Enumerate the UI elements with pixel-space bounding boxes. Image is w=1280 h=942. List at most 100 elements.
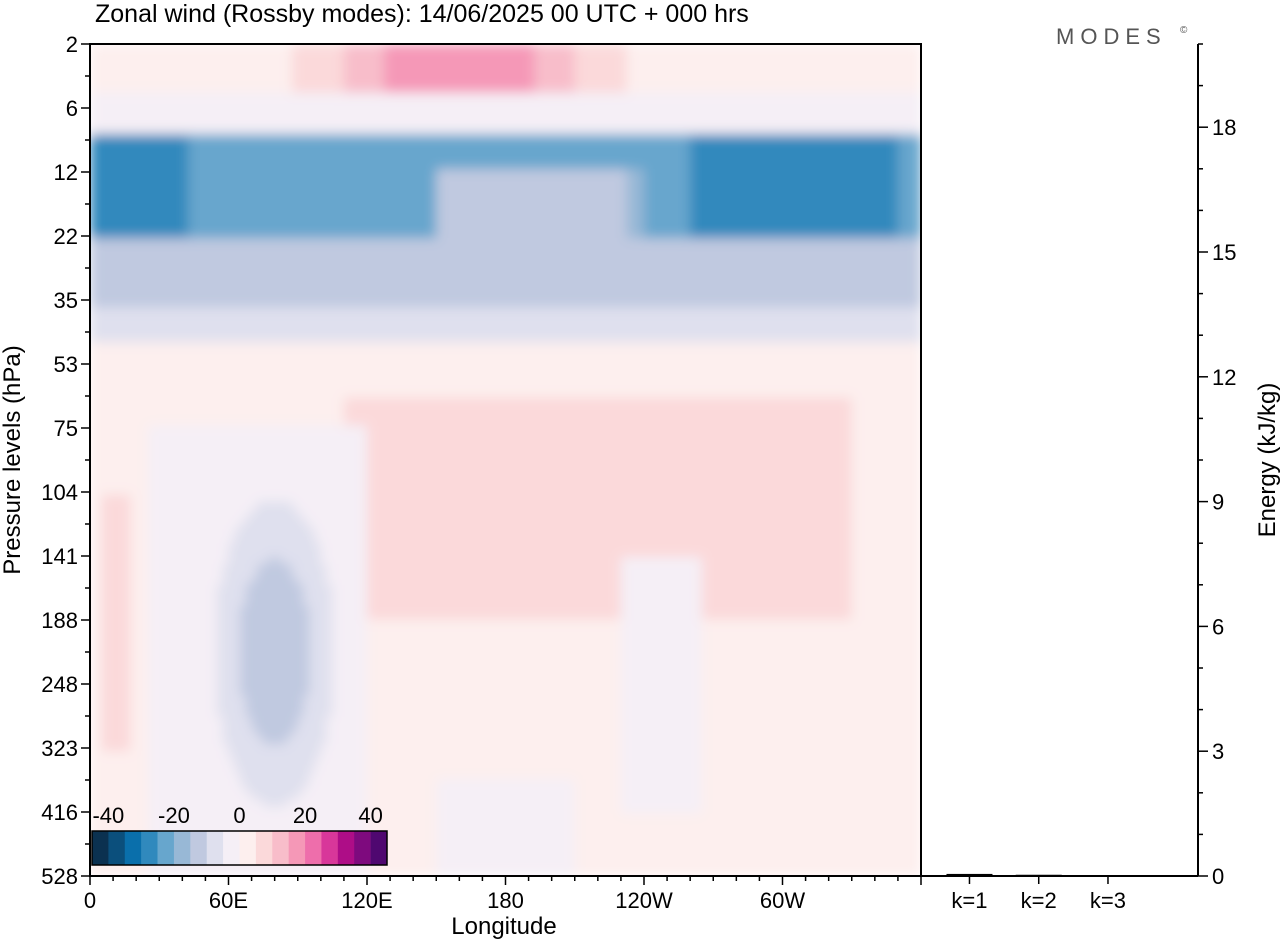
- heatmap-cell: [407, 238, 414, 246]
- heatmap-cell: [349, 161, 357, 170]
- heatmap-cell: [130, 231, 137, 239]
- heatmap-cell: [234, 92, 241, 101]
- heatmap-cell: [626, 154, 634, 163]
- heatmap-cell: [736, 231, 743, 239]
- heatmap-cell: [332, 85, 339, 94]
- heatmap-cell: [644, 71, 651, 80]
- heatmap-cell: [90, 265, 97, 274]
- heatmap-cell: [442, 148, 449, 156]
- heatmap-cell: [719, 210, 726, 218]
- heatmap-cell: [511, 44, 518, 52]
- heatmap-cell: [886, 203, 893, 211]
- heatmap-cell: [522, 57, 530, 66]
- heatmap-cell: [551, 182, 559, 191]
- heatmap-cell: [182, 238, 189, 246]
- heatmap-cell: [770, 57, 778, 66]
- heatmap-cell: [799, 113, 807, 121]
- heatmap-cell: [511, 265, 518, 274]
- heatmap-cell: [719, 245, 726, 253]
- heatmap-cell: [863, 182, 870, 191]
- heatmap-cell: [747, 127, 755, 135]
- heatmap-cell: [724, 203, 732, 211]
- heatmap-cell: [586, 258, 593, 267]
- heatmap-cell: [851, 168, 859, 177]
- heatmap-cell: [915, 127, 921, 135]
- heatmap-cell: [390, 57, 397, 66]
- heatmap-cell: [407, 127, 414, 135]
- heatmap-cell: [897, 50, 905, 59]
- heatmap-cell: [892, 127, 899, 135]
- heatmap-cell: [263, 265, 270, 274]
- heatmap-cell: [574, 71, 582, 80]
- heatmap-cell: [309, 92, 316, 101]
- heatmap-cell: [811, 50, 818, 59]
- heatmap-cell: [199, 57, 207, 66]
- heatmap-cell: [297, 99, 305, 107]
- heatmap-cell: [499, 175, 507, 184]
- heatmap-cell: [315, 64, 322, 73]
- heatmap-cell: [488, 113, 495, 121]
- heatmap-cell: [534, 224, 541, 232]
- heatmap-cell: [442, 175, 449, 184]
- heatmap-cell: [205, 120, 212, 128]
- heatmap-cell: [170, 279, 178, 288]
- heatmap-cell: [753, 92, 761, 101]
- heatmap-cell: [182, 245, 189, 253]
- heatmap-cell: [165, 245, 172, 253]
- heatmap-cell: [609, 64, 616, 73]
- heatmap-cell: [707, 189, 714, 198]
- heatmap-cell: [165, 50, 172, 59]
- heatmap-cell: [863, 265, 870, 274]
- heatmap-cell: [817, 57, 824, 66]
- heatmap-cell: [263, 161, 270, 170]
- heatmap-cell: [476, 168, 484, 177]
- heatmap-cell: [580, 252, 587, 260]
- heatmap-cell: [136, 203, 143, 211]
- heatmap-cell: [655, 238, 662, 246]
- heatmap-cell: [776, 64, 784, 73]
- heatmap-cell: [528, 134, 535, 142]
- heatmap-cell: [632, 217, 639, 225]
- heatmap-cell: [418, 238, 426, 246]
- heatmap-cell: [211, 217, 218, 225]
- heatmap-cell: [765, 44, 772, 52]
- heatmap-cell: [540, 224, 547, 232]
- heatmap-cell: [303, 161, 310, 170]
- heatmap-cell: [263, 127, 270, 135]
- heatmap-cell: [257, 92, 264, 101]
- heatmap-cell: [632, 134, 639, 142]
- heatmap-cell: [707, 127, 714, 135]
- heatmap-cell: [626, 203, 634, 211]
- heatmap-cell: [695, 113, 703, 121]
- heatmap-cell: [528, 92, 535, 101]
- heatmap-cell: [355, 99, 362, 107]
- heatmap-cell: [563, 189, 570, 198]
- heatmap-cell: [597, 196, 605, 205]
- heatmap-cell: [407, 252, 414, 260]
- heatmap-cell: [165, 85, 172, 94]
- heatmap-cell: [857, 224, 864, 232]
- heatmap-cell: [522, 210, 530, 218]
- heatmap-cell: [228, 224, 235, 232]
- heatmap-cell: [747, 71, 755, 80]
- heatmap-cell: [632, 92, 639, 101]
- heatmap-cell: [915, 258, 921, 267]
- heatmap-cell: [326, 127, 333, 135]
- heatmap-cell: [845, 231, 853, 239]
- heatmap-cell: [563, 224, 570, 232]
- heatmap-cell: [782, 106, 789, 114]
- heatmap-cell: [170, 252, 178, 260]
- heatmap-cell: [568, 154, 576, 163]
- heatmap-cell: [580, 258, 587, 267]
- heatmap-cell: [211, 148, 218, 156]
- heatmap-cell: [753, 99, 761, 107]
- heatmap-cell: [534, 57, 541, 66]
- heatmap-cell: [568, 57, 576, 66]
- heatmap-cell: [788, 203, 795, 211]
- heatmap-cell: [407, 182, 414, 191]
- heatmap-cell: [153, 272, 160, 281]
- heatmap-cell: [592, 279, 599, 288]
- heatmap-cell: [557, 92, 564, 101]
- heatmap-cell: [880, 265, 887, 274]
- heatmap-cell: [511, 252, 518, 260]
